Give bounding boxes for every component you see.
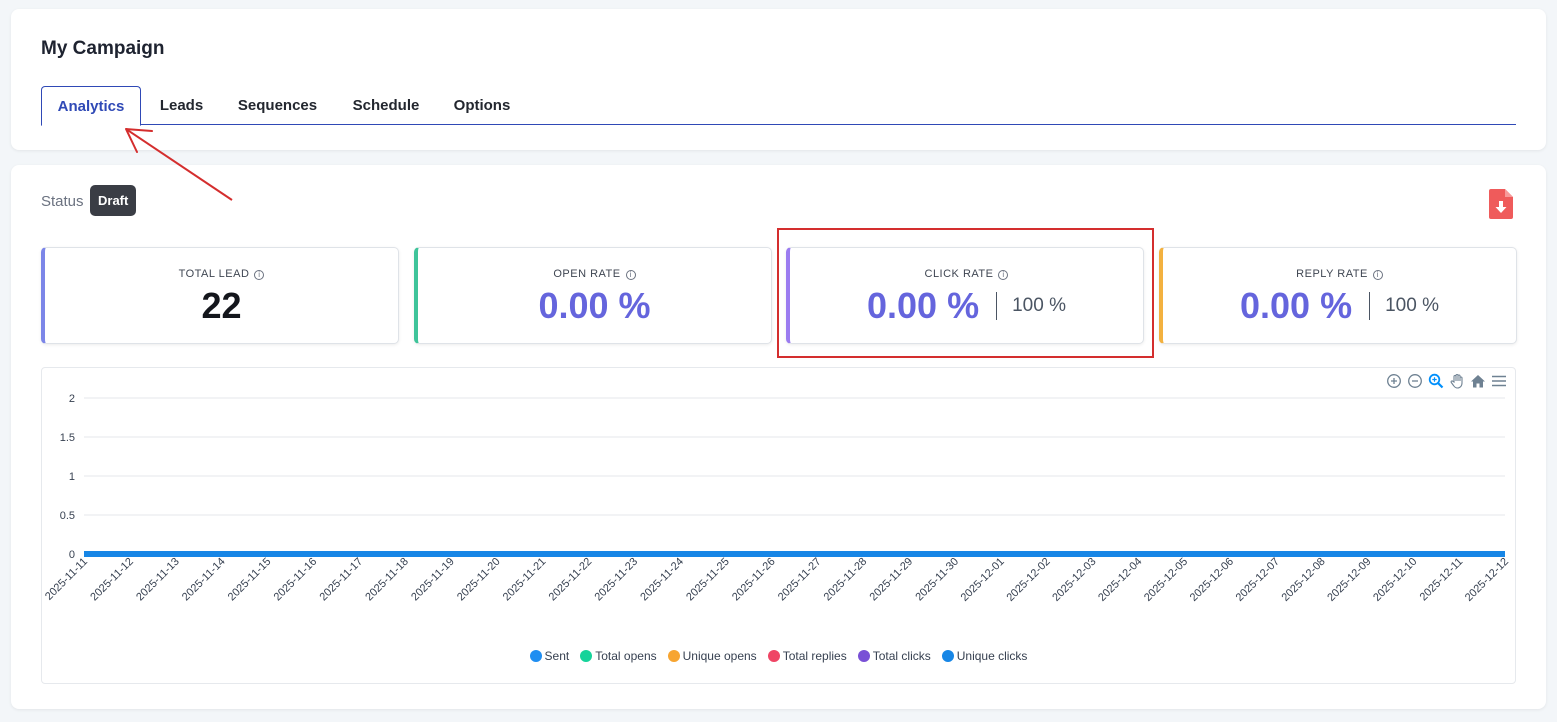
x-tick-label: 2025-12-05 — [1142, 556, 1190, 604]
legend-marker — [857, 650, 870, 662]
x-tick-label: 2025-12-01 — [959, 556, 1007, 604]
pan-hand-icon[interactable] — [1449, 373, 1465, 389]
x-tick-label: 2025-11-20 — [455, 556, 503, 604]
legend-item[interactable]: Unique opens — [667, 649, 757, 663]
legend-item[interactable]: Total clicks — [857, 649, 931, 663]
menu-icon[interactable] — [1491, 373, 1507, 389]
metric-value: 0.00 % — [538, 285, 651, 326]
metric-label: TOTAL LEAD — [178, 268, 250, 280]
y-tick-label: 1.5 — [60, 432, 75, 444]
x-tick-label: 2025-11-24 — [638, 556, 686, 604]
legend-label: Unique clicks — [956, 649, 1028, 663]
tab-analytics[interactable]: Analytics — [41, 86, 141, 126]
x-tick-label: 2025-11-13 — [134, 556, 182, 604]
x-tick-label: 2025-11-17 — [317, 556, 365, 604]
x-tick-label: 2025-12-08 — [1279, 556, 1327, 604]
tab-leads[interactable]: Leads — [159, 97, 204, 114]
reset-home-icon[interactable] — [1470, 373, 1486, 389]
open-rate-card: OPEN RATE i 0.00 % — [414, 247, 772, 344]
zoom-in-icon[interactable] — [1386, 373, 1402, 389]
annotation-highlight-box — [777, 228, 1154, 358]
y-tick-label: 2 — [69, 393, 75, 405]
tab-options[interactable]: Options — [453, 97, 511, 114]
x-tick-label: 2025-11-12 — [88, 556, 136, 604]
analytics-card: Status Draft TOTAL LEAD i 22 OPEN RATE i 0… — [11, 165, 1546, 709]
metric-value: 0.00 % — [867, 285, 980, 326]
metric-label: REPLY RATE — [1296, 268, 1368, 280]
x-tick-label: 2025-11-22 — [547, 556, 595, 604]
metric-divider — [1369, 292, 1371, 320]
x-tick-label: 2025-11-16 — [272, 556, 320, 604]
x-tick-label: 2025-12-11 — [1418, 556, 1466, 604]
metric-divider — [996, 292, 998, 320]
legend-marker — [529, 650, 542, 662]
click-rate-card: CLICK RATE i 0.00 % 100 % — [786, 247, 1144, 344]
analytics-chart: 2 1.5 1 0.5 0 2025-11-11 2025-11-12 2025-11-13… — [41, 367, 1516, 684]
x-tick-label: 2025-12-10 — [1371, 556, 1419, 604]
y-tick-label: 1 — [69, 471, 75, 483]
legend-label: Unique opens — [682, 649, 757, 663]
legend-label: Total clicks — [872, 649, 931, 663]
x-tick-label: 2025-11-19 — [409, 556, 457, 604]
total-lead-card: TOTAL LEAD i 22 — [41, 247, 399, 344]
legend-label: Sent — [544, 649, 570, 663]
legend-marker — [941, 650, 954, 662]
info-icon[interactable]: i — [254, 270, 265, 280]
x-tick-label: 2025-11-26 — [730, 556, 778, 604]
x-tick-label: 2025-12-02 — [1004, 556, 1052, 604]
status-badge: Draft — [90, 185, 137, 216]
x-tick-label: 2025-12-09 — [1325, 556, 1373, 604]
chart-plot: 2 1.5 1 0.5 0 2025-11-112025-11-122025-11-13… — [43, 393, 1511, 604]
chart-toolbar — [1386, 372, 1507, 390]
x-tick-label: 2025-11-29 — [868, 556, 916, 604]
tab-schedule[interactable]: Schedule — [352, 97, 420, 114]
legend-label: Total opens — [595, 649, 657, 663]
x-tick-label: 2025-11-11 — [43, 556, 90, 603]
x-tick-label: 2025-12-04 — [1096, 556, 1144, 604]
legend-item[interactable]: Unique clicks — [941, 649, 1028, 663]
info-icon[interactable]: i — [625, 270, 636, 280]
tab-bar: Analytics Leads Sequences Schedule Optio… — [41, 86, 1516, 126]
metric-value: 0.00 % — [1240, 285, 1353, 326]
x-tick-label: 2025-11-25 — [684, 556, 732, 604]
x-tick-label: 2025-11-28 — [822, 556, 870, 604]
tab-sequences[interactable]: Sequences — [237, 97, 318, 114]
x-tick-label: 2025-11-15 — [226, 556, 274, 604]
x-tick-label: 2025-11-30 — [913, 556, 961, 604]
y-tick-label: 0.5 — [60, 510, 75, 522]
status-label: Status — [41, 193, 84, 210]
reply-rate-card: REPLY RATE i 0.00 % 100 % — [1159, 247, 1517, 344]
campaign-header-card: My Campaign Analytics Leads Sequences Sc… — [11, 9, 1546, 150]
info-icon[interactable]: i — [1372, 270, 1383, 280]
download-pdf-icon[interactable] — [1489, 189, 1513, 219]
x-tick-label: 2025-11-18 — [363, 556, 411, 604]
metric-value: 22 — [201, 285, 242, 326]
zoom-out-icon[interactable] — [1407, 373, 1423, 389]
legend-label: Total replies — [782, 649, 847, 663]
y-tick-label: 0 — [69, 549, 75, 561]
x-tick-label: 2025-11-23 — [592, 556, 640, 604]
metric-secondary-value: 100 % — [1385, 295, 1439, 316]
legend-marker — [767, 650, 780, 662]
x-tick-label: 2025-12-06 — [1188, 556, 1236, 604]
x-tick-label: 2025-11-21 — [501, 556, 549, 604]
metric-label: OPEN RATE — [553, 268, 621, 280]
zoom-select-icon[interactable] — [1428, 373, 1444, 389]
legend-item[interactable]: Total replies — [767, 649, 847, 663]
x-tick-label: 2025-12-07 — [1234, 556, 1282, 604]
legend-item[interactable]: Total opens — [580, 649, 657, 663]
x-tick-label: 2025-12-03 — [1050, 556, 1098, 604]
chart-legend: Sent Total opens Unique opens Total replies… — [42, 649, 1515, 663]
legend-marker — [580, 650, 593, 662]
info-icon[interactable]: i — [998, 270, 1009, 280]
page-title: My Campaign — [41, 38, 165, 59]
legend-marker — [667, 650, 680, 662]
metric-label: CLICK RATE — [924, 268, 994, 280]
x-tick-label: 2025-11-14 — [180, 556, 228, 604]
legend-item[interactable]: Sent — [529, 649, 570, 663]
x-tick-label: 2025-11-27 — [776, 556, 824, 604]
x-tick-label: 2025-12-12 — [1463, 556, 1511, 604]
metric-secondary-value: 100 % — [1012, 295, 1066, 316]
